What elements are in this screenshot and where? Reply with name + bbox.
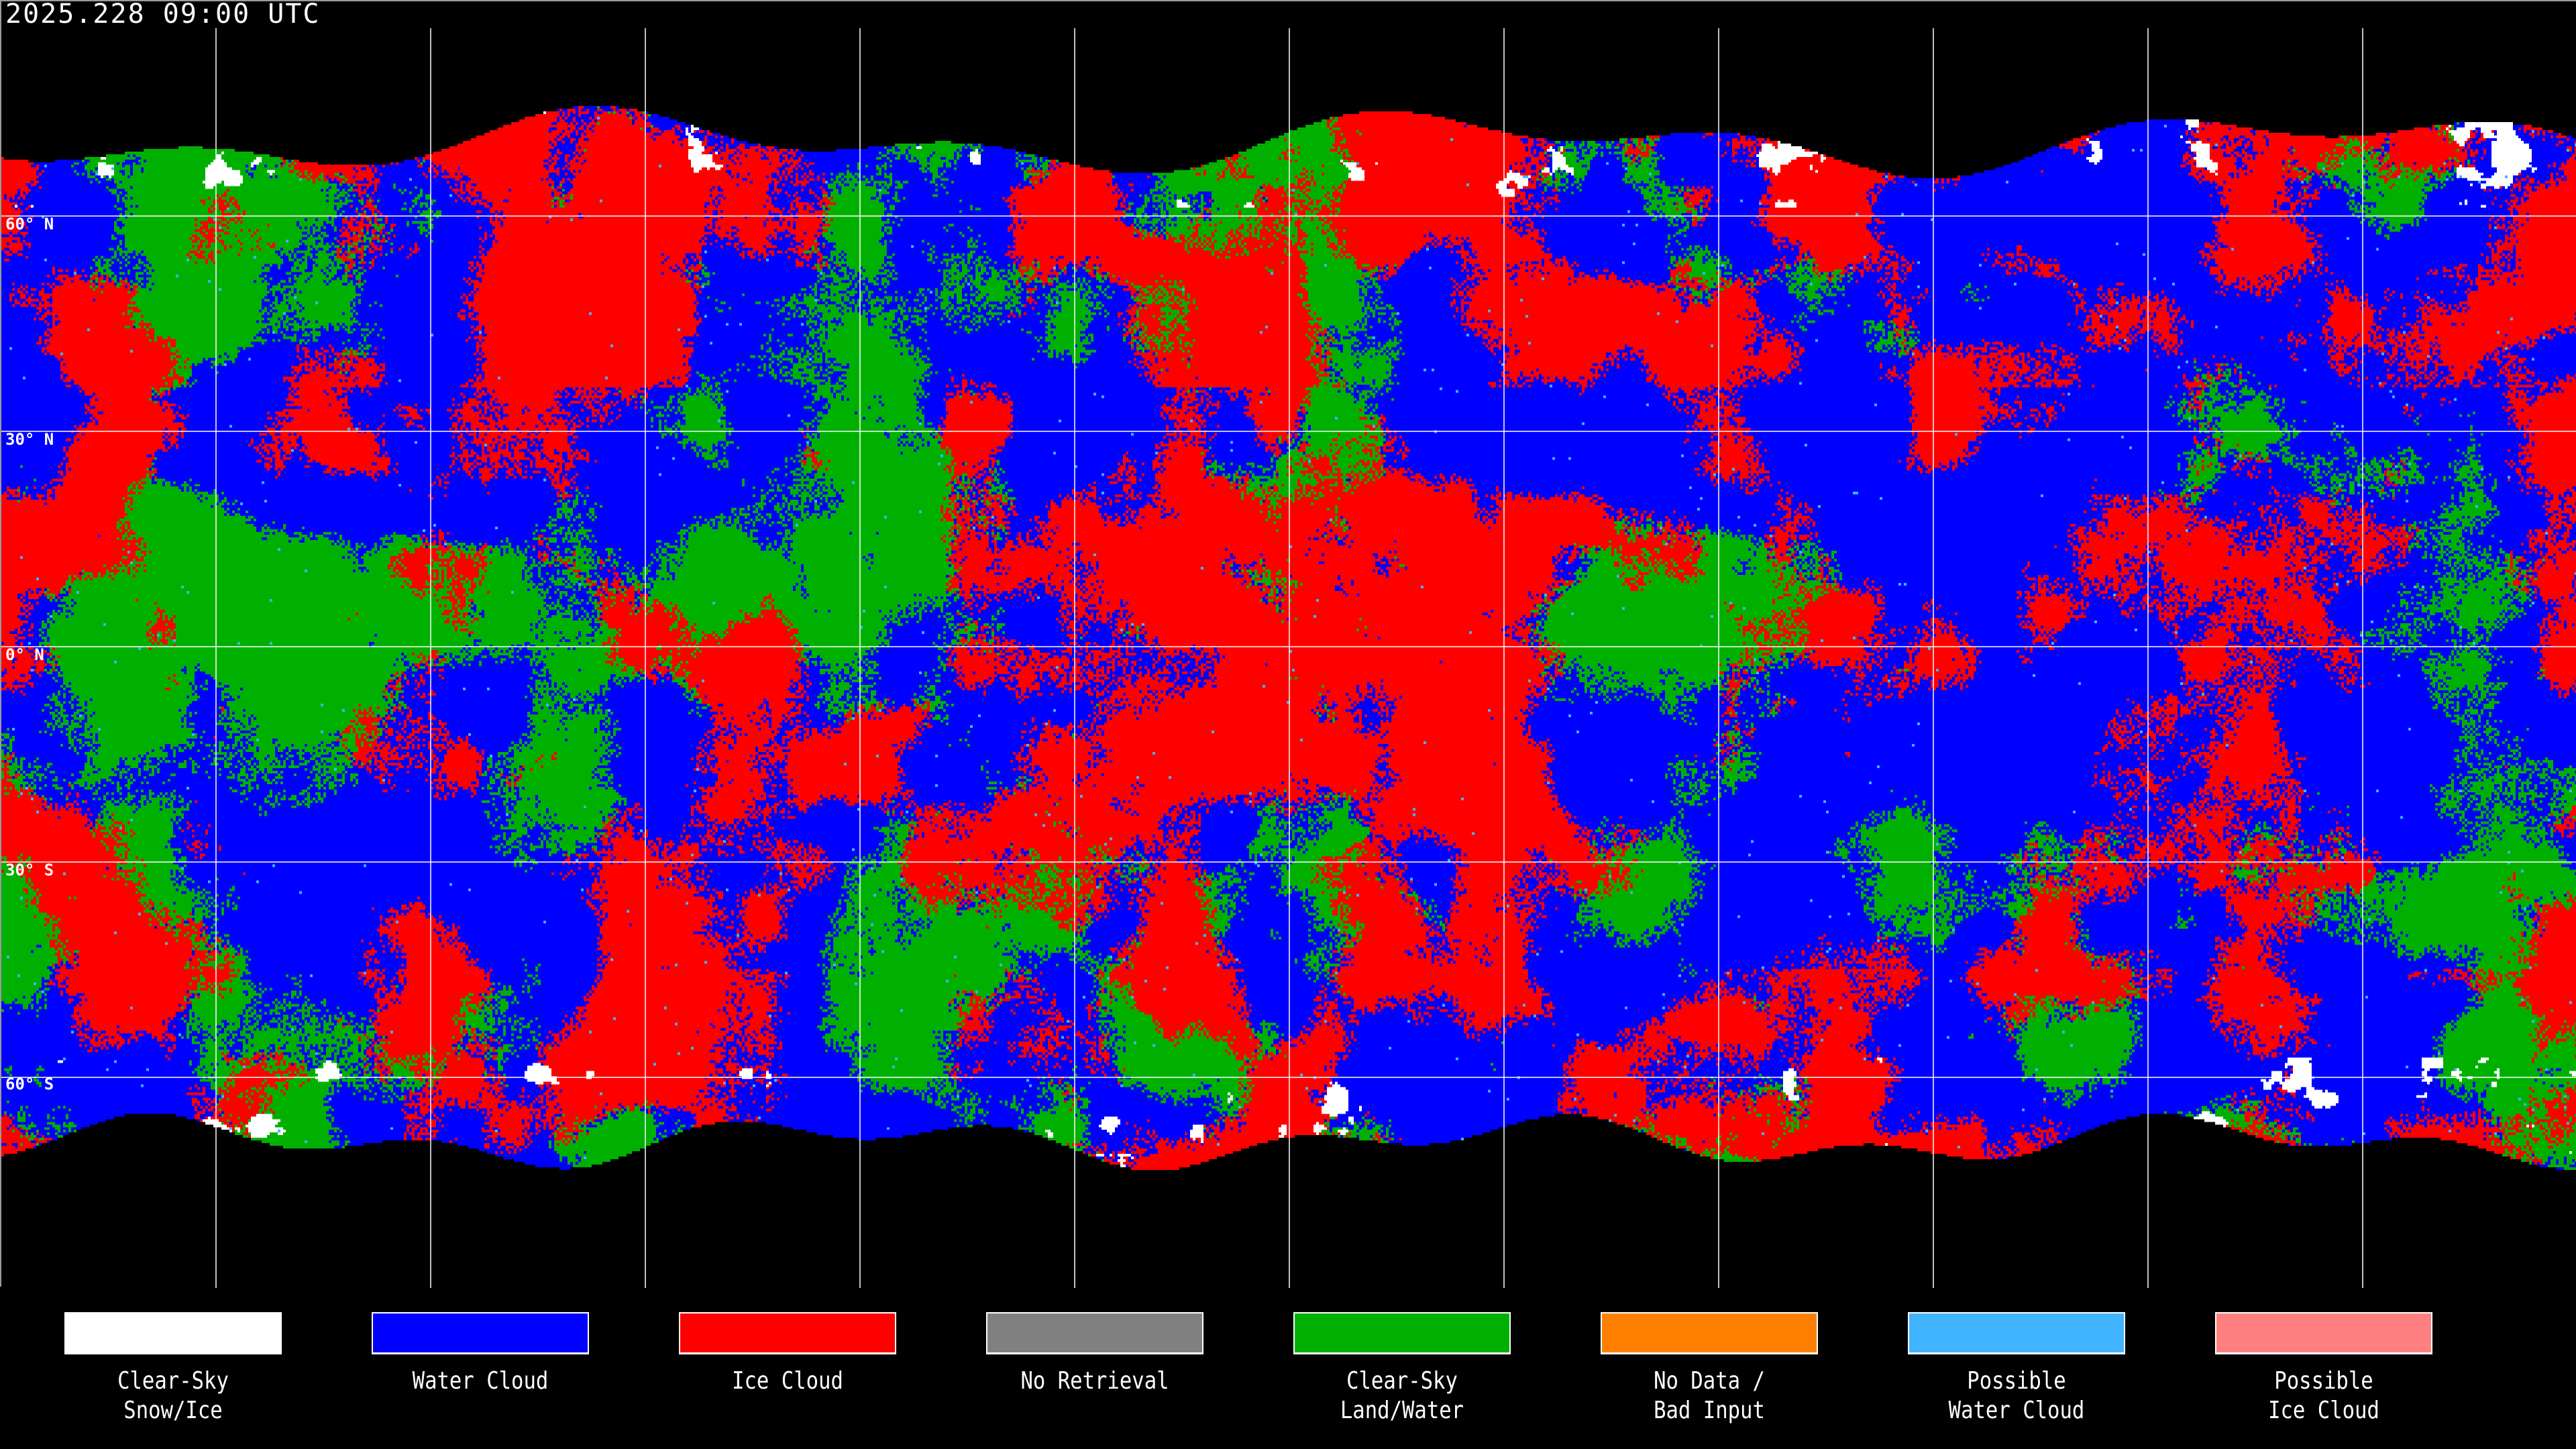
- legend-swatch: [372, 1312, 589, 1354]
- legend-swatch: [1601, 1312, 1818, 1354]
- legend-item: No Retrieval: [986, 1312, 1203, 1396]
- legend-label: No Retrieval: [1002, 1366, 1187, 1396]
- legend-label: Clear-Sky Land/Water: [1309, 1366, 1494, 1426]
- lat-label-equator: 0° N: [5, 645, 44, 664]
- legend-item: No Data / Bad Input: [1601, 1312, 1818, 1426]
- lat-label-30s: 30° S: [5, 861, 54, 879]
- legend-label-line1: Water Cloud: [412, 1367, 549, 1395]
- legend-label-line1: Clear-Sky: [117, 1367, 229, 1395]
- legend-label: Water Cloud: [388, 1366, 572, 1396]
- legend-label-line2: Ice Cloud: [2268, 1397, 2379, 1424]
- legend-label: Possible Water Cloud: [1924, 1366, 2108, 1426]
- cloud-phase-map: 2025.228 09:00 UTC 60° N 30° N 0° N 30° …: [0, 0, 2576, 1288]
- lat-label-60s: 60° S: [5, 1075, 54, 1093]
- timestamp-title: 2025.228 09:00 UTC: [5, 0, 321, 30]
- legend-label-line1: No Retrieval: [1020, 1367, 1169, 1395]
- legend-item: Possible Water Cloud: [1908, 1312, 2125, 1426]
- legend-swatch: [679, 1312, 896, 1354]
- legend-item: Ice Cloud: [679, 1312, 896, 1396]
- legend-label-line2: Water Cloud: [1948, 1397, 2085, 1424]
- legend-swatch: [1908, 1312, 2125, 1354]
- legend-label-line1: Clear-Sky: [1346, 1367, 1458, 1395]
- legend-label-line2: Snow/Ice: [123, 1397, 223, 1424]
- legend-label-line2: Bad Input: [1654, 1397, 1765, 1424]
- legend-label: Clear-Sky Snow/Ice: [80, 1366, 265, 1426]
- legend-item: Possible Ice Cloud: [2215, 1312, 2432, 1426]
- legend-swatch: [2215, 1312, 2432, 1354]
- legend-label: No Data / Bad Input: [1617, 1366, 1801, 1426]
- legend-label-line2: Land/Water: [1340, 1397, 1464, 1424]
- legend-label: Ice Cloud: [695, 1366, 879, 1396]
- legend-label-line1: Possible: [2274, 1367, 2373, 1395]
- legend-item: Water Cloud: [372, 1312, 589, 1396]
- lat-label-30n: 30° N: [5, 430, 54, 449]
- lat-lon-grid: [1, 28, 2576, 1288]
- lat-label-60n: 60° N: [5, 215, 54, 233]
- legend-item: Clear-Sky Snow/Ice: [64, 1312, 282, 1426]
- legend-label-line1: No Data /: [1654, 1367, 1765, 1395]
- legend-label-line1: Possible: [1967, 1367, 2066, 1395]
- legend-swatch: [1293, 1312, 1511, 1354]
- legend-item: Clear-Sky Land/Water: [1293, 1312, 1511, 1426]
- legend-label-line1: Ice Cloud: [732, 1367, 843, 1395]
- legend-swatch: [986, 1312, 1203, 1354]
- legend-label: Possible Ice Cloud: [2231, 1366, 2416, 1426]
- legend-swatch: [64, 1312, 282, 1354]
